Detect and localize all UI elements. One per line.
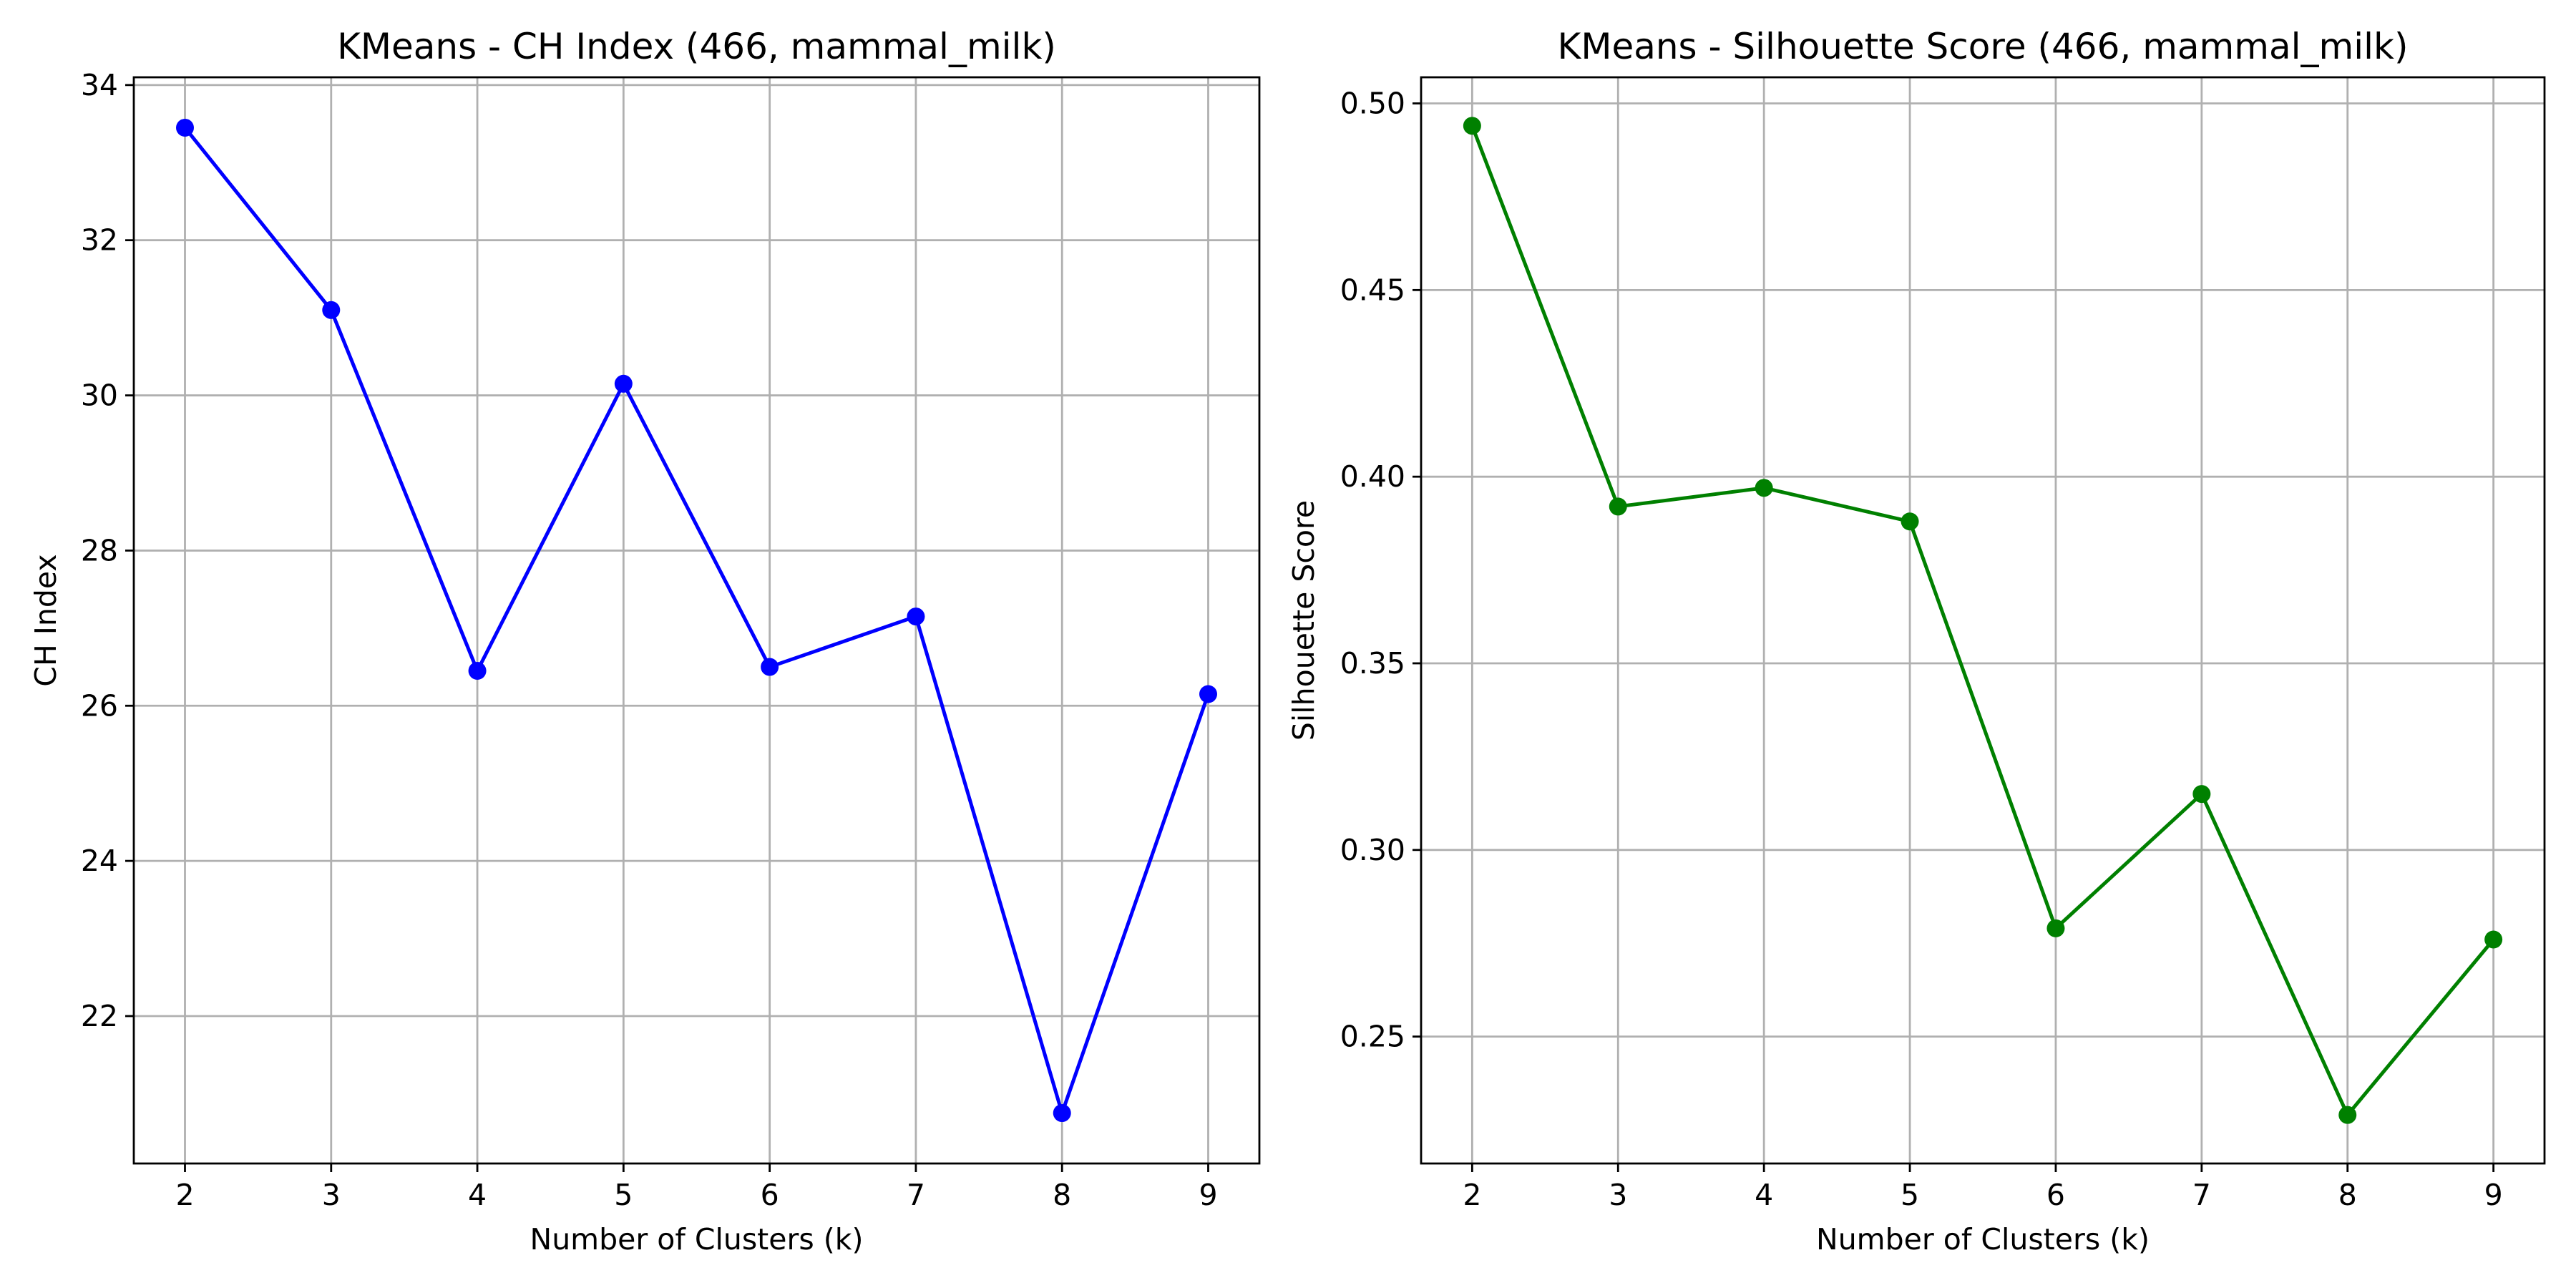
x-tick-label: 6 (2046, 1178, 2065, 1212)
y-tick-label: 34 (81, 68, 118, 102)
x-tick-label: 7 (2192, 1178, 2211, 1212)
data-point (2338, 1106, 2357, 1124)
grid (1421, 77, 2545, 1163)
y-tick-label: 0.35 (1340, 646, 1405, 680)
x-tick-label: 2 (1463, 1178, 1481, 1212)
x-tick-label: 8 (2338, 1178, 2357, 1212)
chart-title: KMeans - CH Index (466, mammal_milk) (337, 26, 1056, 67)
data-point (322, 301, 341, 319)
series-line (1470, 125, 2495, 1117)
data-point (1199, 685, 1217, 703)
data-point (176, 118, 194, 137)
x-tick-label: 5 (614, 1178, 633, 1212)
data-point (1609, 497, 1627, 516)
data-point (468, 661, 487, 680)
y-tick-label: 32 (81, 223, 118, 258)
data-point (1901, 512, 1919, 531)
x-tick-label: 3 (322, 1178, 341, 1212)
axes-frame (1420, 76, 2546, 1165)
grid (134, 77, 1259, 1163)
y-tick-label: 0.50 (1340, 87, 1405, 121)
data-point (2484, 930, 2503, 949)
ch-index-chart: KMeans - CH Index (466, mammal_milk) Num… (29, 26, 1261, 1257)
x-tick-label: 7 (907, 1178, 925, 1212)
x-tick-label: 8 (1053, 1178, 1071, 1212)
y-tick-label: 0.30 (1340, 833, 1405, 867)
x-tick-label: 4 (468, 1178, 487, 1212)
y-tick-label: 22 (81, 999, 118, 1033)
x-axis-label: Number of Clusters (k) (530, 1222, 864, 1257)
x-tick-label: 2 (175, 1178, 194, 1212)
axes-frame (132, 76, 1261, 1165)
data-point (1755, 479, 1773, 497)
data-point (907, 608, 925, 626)
y-tick-label: 0.45 (1340, 273, 1405, 307)
x-tick-label: 9 (1199, 1178, 1217, 1212)
x-tick-label: 5 (1901, 1178, 1919, 1212)
chart-title: KMeans - Silhouette Score (466, mammal_m… (1558, 26, 2409, 67)
y-tick-label: 24 (81, 844, 118, 878)
y-axis-label: Silhouette Score (1287, 500, 1321, 741)
x-tick-label: 6 (761, 1178, 779, 1212)
data-point (2046, 919, 2065, 937)
data-point (1463, 117, 1481, 135)
x-axis-label: Number of Clusters (k) (1816, 1222, 2150, 1257)
x-tick-label: 9 (2484, 1178, 2503, 1212)
silhouette-score-chart: KMeans - Silhouette Score (466, mammal_m… (1287, 26, 2546, 1257)
y-tick-label: 28 (81, 533, 118, 567)
data-point (761, 658, 779, 676)
x-tick-label: 3 (1609, 1178, 1627, 1212)
data-point (614, 374, 633, 393)
y-tick-label: 0.25 (1340, 1020, 1405, 1054)
y-tick-label: 26 (81, 688, 118, 723)
y-axis-label: CH Index (29, 554, 63, 686)
y-tick-label: 0.40 (1340, 459, 1405, 494)
data-point (1053, 1104, 1071, 1123)
x-tick-label: 4 (1755, 1178, 1773, 1212)
series-line (183, 126, 1210, 1116)
y-tick-label: 30 (81, 379, 118, 413)
data-point (2192, 785, 2211, 804)
